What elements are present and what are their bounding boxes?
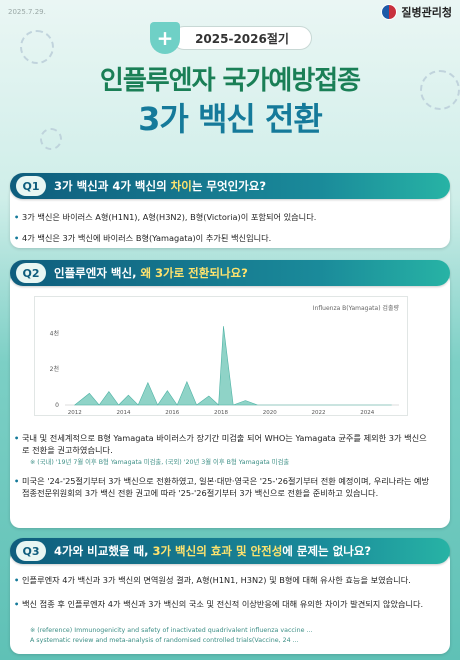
taegeuk-icon [381,4,398,20]
chart-svg: 0 2천 4천 2012 2014 2016 2018 2020 2022 2024 [50,326,399,416]
virus-icon [40,128,62,150]
title-line-2: 3가 백신 전환 [138,100,323,138]
virus-icon [420,70,460,110]
chart-legend: Influenza B(Yamagata) 검출량 [312,305,399,312]
q1-bullet: 3가 백신은 바이러스 A형(H1N1), A형(H3N2), B형(Victo… [14,211,432,223]
q1-header: Q1 3가 백신과 4가 백신의 차이는 무엇인가요? [10,173,450,199]
q2-badge: Q2 [16,263,46,283]
q2-bullet: 미국은 '24-'25절기부터 3가 백신으로 전환하였고, 일본·대만·영국은… [14,475,432,499]
q2-question: 인플루엔자 백신, 왜 3가로 전환되나요? [54,266,248,280]
y-tick-label: 0 [55,402,59,409]
y-tick-label: 4천 [50,329,59,337]
org-name: 질병관리청 [401,6,452,19]
title-line-1: 인플루엔자 국가예방접종 [99,66,361,96]
q2-header: Q2 인플루엔자 백신, 왜 3가로 전환되나요? [10,260,450,286]
q3-note: ※ (reference) Immunogenicity and safety … [30,627,313,634]
date-stamp: 2025.7.29. [8,8,46,16]
q1-badge: Q1 [16,176,46,196]
watermark: JNM NEWS [313,612,446,645]
q3-note: A systematic review and meta-analysis of… [30,637,299,644]
x-tick-label: 2022 [312,410,326,416]
q1-question: 3가 백신과 4가 백신의 차이는 무엇인가요? [54,179,266,193]
virus-icon [20,30,54,64]
q2-note: ※ (국내) '19년 7월 이후 B형 Yamagata 미검출, (국외) … [30,459,290,466]
season-label: 2025-2026절기 [172,26,312,50]
x-tick-label: 2024 [360,410,374,416]
x-tick-label: 2016 [165,410,179,416]
q3-bullet: 인플루엔자 4가 백신과 3가 백신의 면역원성 결과, A형(H1N1, H3… [14,574,432,586]
shield-plus-icon: + [150,22,180,54]
org-logo: 질병관리청 [381,4,452,20]
q2-bullet: 국내 및 전세계적으로 B형 Yamagata 바이러스가 장기간 미검출 되어… [14,432,432,456]
yamagata-chart: Influenza B(Yamagata) 검출량 0 2천 4천 2012 2014 2… [34,296,408,416]
q3-question: 4가와 비교했을 때, 3가 백신의 효과 및 안전성에 문제는 없나요? [54,544,372,558]
q3-badge: Q3 [16,541,46,561]
x-tick-label: 2012 [68,410,82,416]
x-tick-label: 2018 [214,410,228,416]
x-tick-label: 2020 [263,410,277,416]
q1-bullet: 4가 백신은 3가 백신에 바이러스 B형(Yamagata)이 추가된 백신입… [14,232,432,244]
q3-header: Q3 4가와 비교했을 때, 3가 백신의 효과 및 안전성에 문제는 없나요? [10,538,450,564]
x-tick-label: 2014 [117,410,131,416]
y-tick-label: 2천 [50,365,59,373]
yamagata-area-series [73,326,392,406]
q3-bullet: 백신 접종 후 인플루엔자 4가 백신과 3가 백신의 국소 및 전신적 이상반… [14,598,432,610]
